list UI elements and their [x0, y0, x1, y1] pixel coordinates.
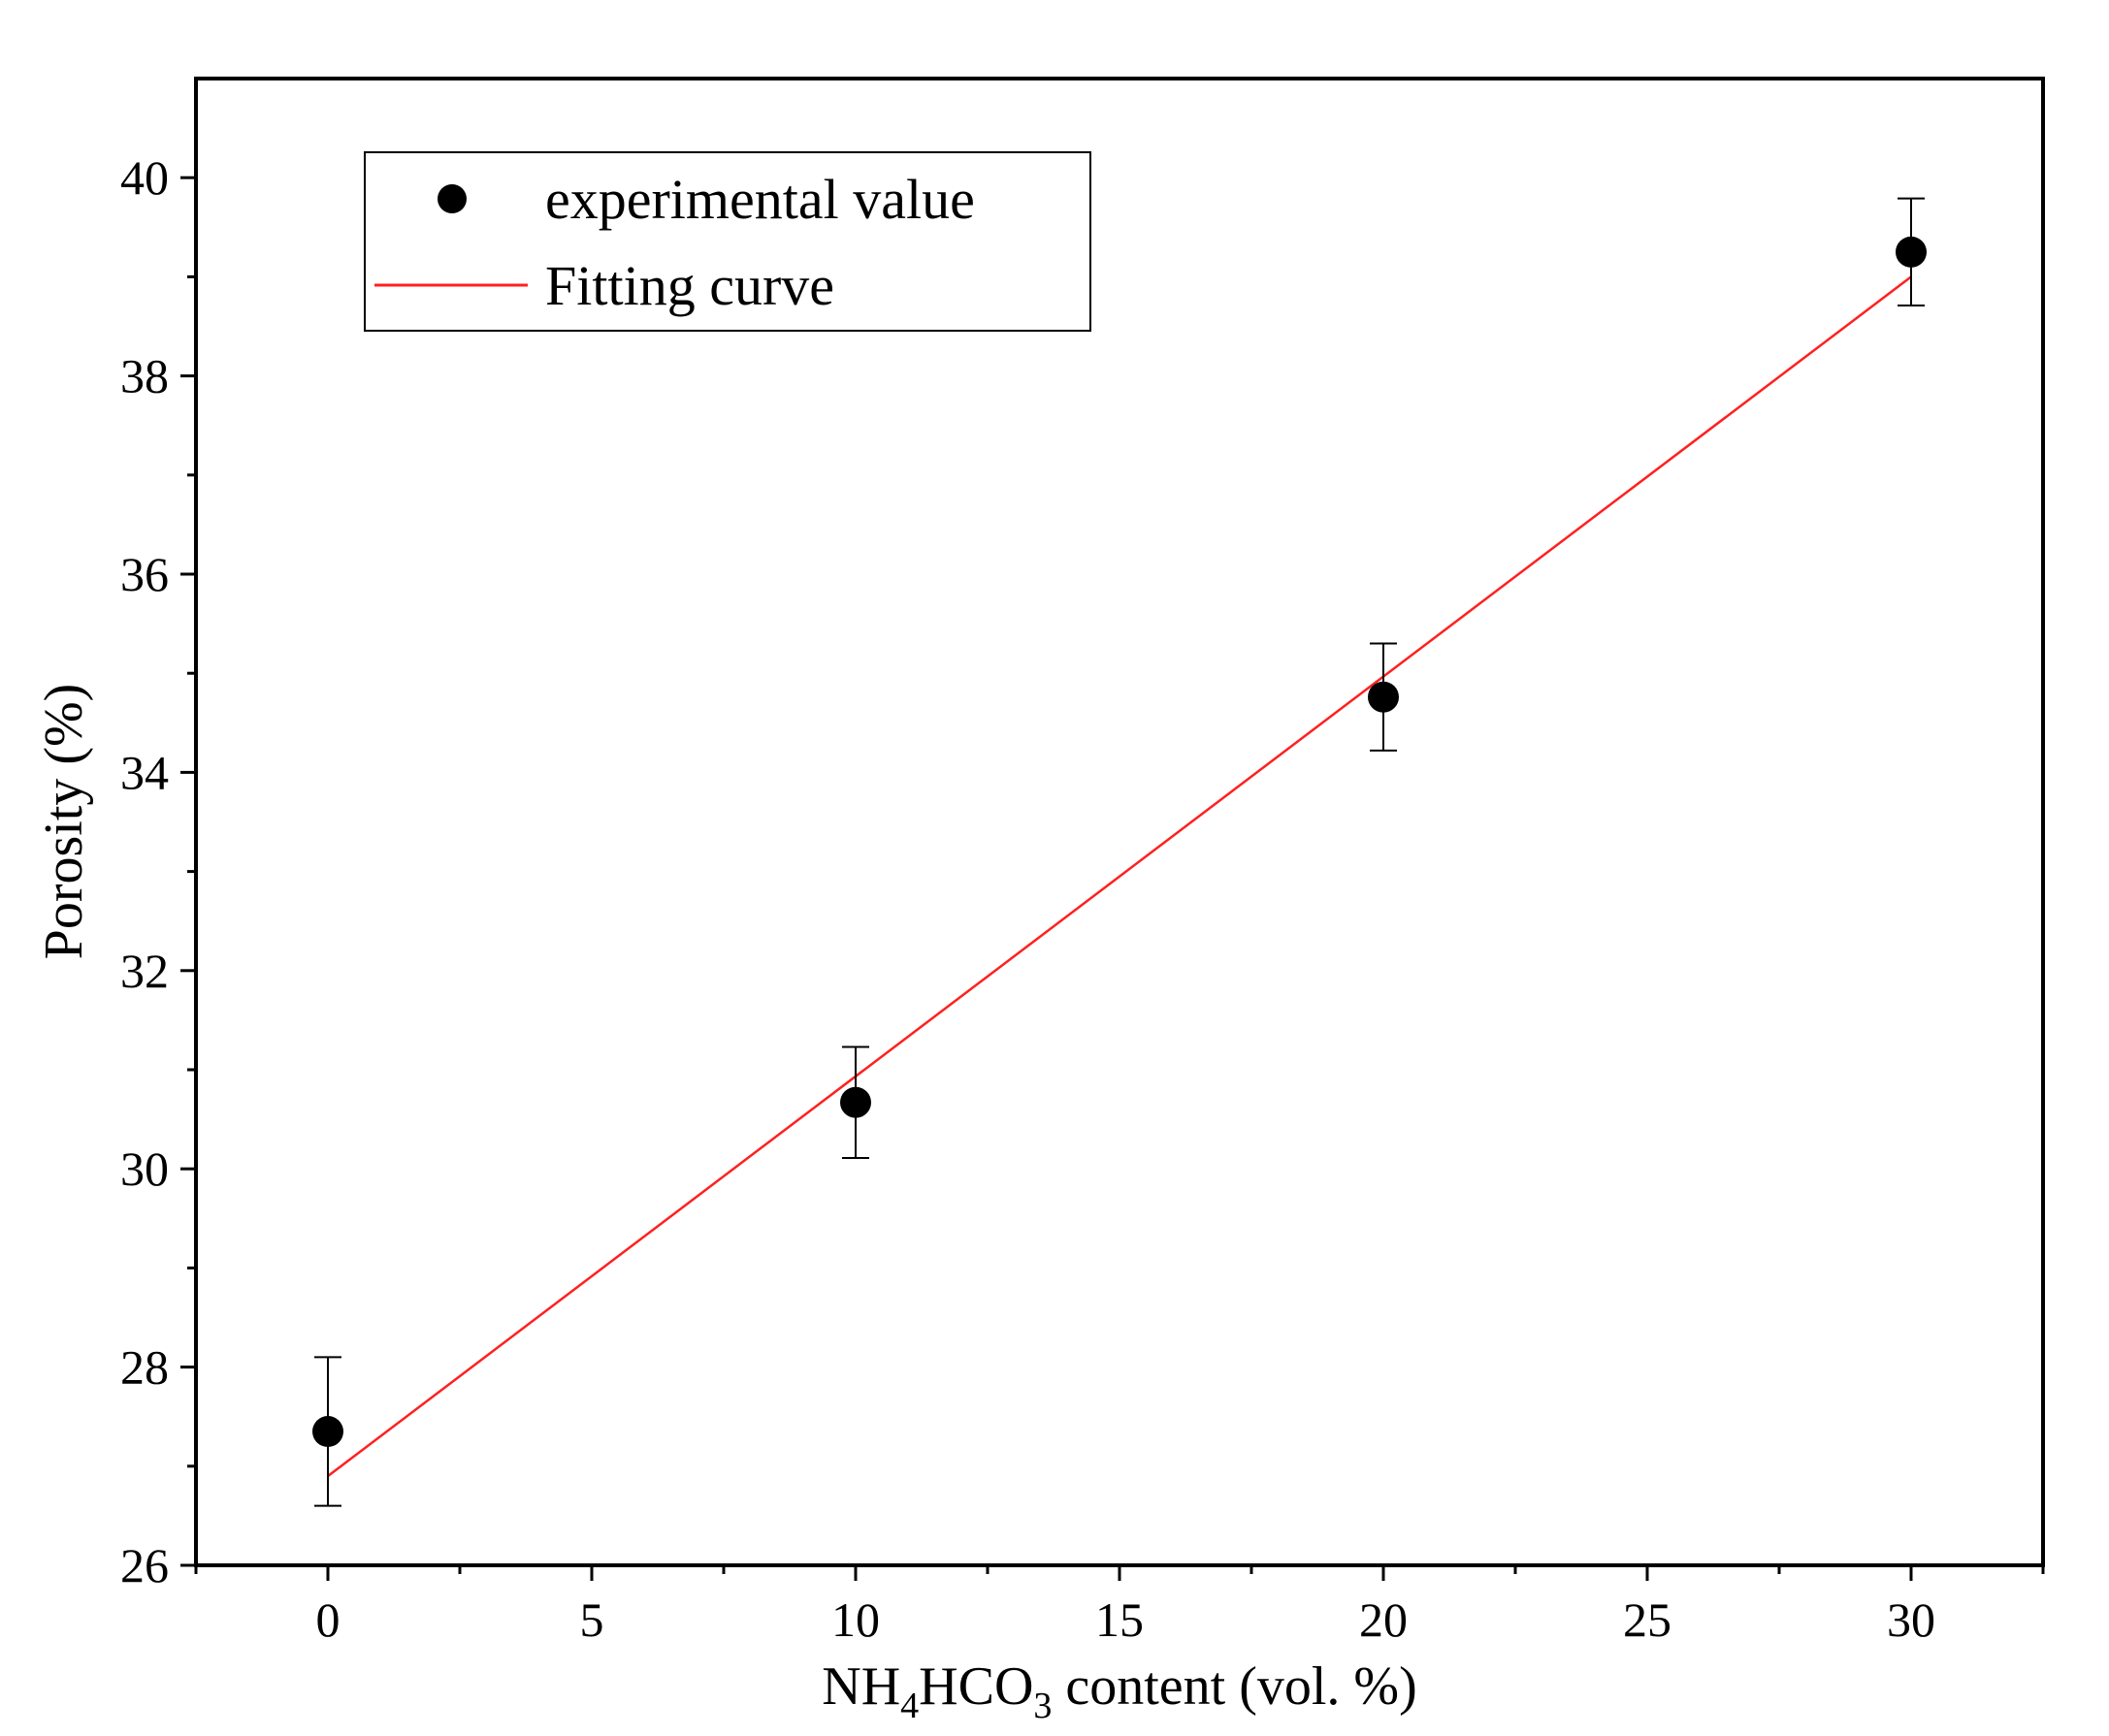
x-tick-label: 5 [580, 1592, 604, 1647]
y-tick-label: 26 [120, 1538, 169, 1592]
x-tick-label: 15 [1095, 1592, 1144, 1647]
y-tick-label: 30 [120, 1141, 169, 1196]
fitting-curve-line [327, 275, 1912, 1478]
data-point [840, 1086, 871, 1118]
data-point [312, 1416, 343, 1448]
error-bars [314, 197, 1925, 1507]
x-axis-ticks [194, 1565, 2045, 1581]
y-tick-label: 38 [120, 349, 169, 403]
x-tick-label: 20 [1359, 1592, 1408, 1647]
x-tick-label: 0 [316, 1592, 341, 1647]
x-title-part1: NH [822, 1656, 900, 1717]
y-tick-label: 34 [120, 745, 169, 799]
legend: experimental value Fitting curve [364, 151, 1091, 332]
y-axis-tick-labels: 26 28 30 32 34 36 38 40 [120, 150, 169, 1592]
data-point [1368, 681, 1399, 713]
x-title-sub1: 4 [900, 1686, 919, 1726]
y-tick-label: 40 [120, 150, 169, 205]
x-title-part2: HCO [919, 1656, 1033, 1717]
legend-point-marker [438, 184, 467, 213]
fitting-curve-series [327, 275, 1912, 1478]
x-tick-label: 10 [831, 1592, 880, 1647]
y-axis-title: Porosity (%) [34, 684, 94, 960]
x-tick-label: 30 [1887, 1592, 1935, 1647]
x-axis-title: NH4HCO3 content (vol. %) [822, 1656, 1416, 1726]
y-tick-label: 28 [120, 1340, 169, 1395]
y-tick-label: 36 [120, 547, 169, 601]
legend-box [364, 151, 1091, 332]
experimental-points [312, 236, 1927, 1448]
x-tick-label: 25 [1623, 1592, 1671, 1647]
x-title-part3: content (vol. %) [1052, 1656, 1416, 1717]
legend-label-experimental: experimental value [545, 168, 975, 231]
x-axis-tick-labels: 0 5 10 15 20 25 30 [316, 1592, 1936, 1647]
legend-label-fitting: Fitting curve [545, 254, 834, 317]
x-title-sub2: 3 [1033, 1686, 1052, 1726]
y-tick-label: 32 [120, 944, 169, 998]
y-axis-ticks [180, 176, 196, 1567]
data-point [1896, 236, 1927, 268]
